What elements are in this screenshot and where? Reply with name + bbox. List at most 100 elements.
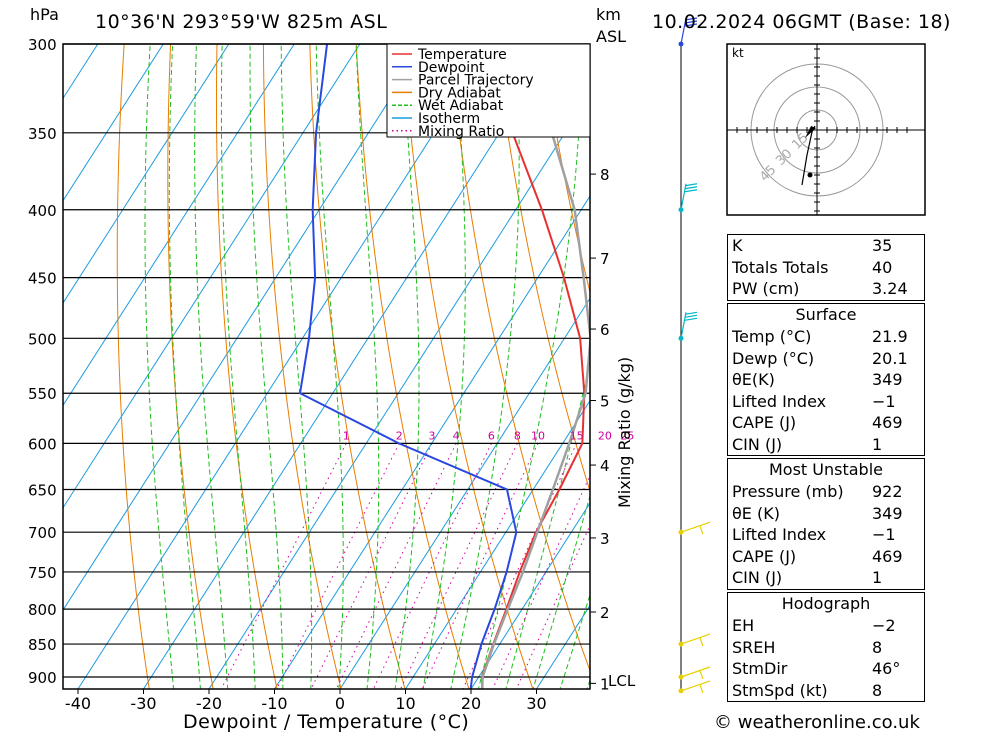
most-unstable-title: Most Unstable [769,460,883,479]
pressure-tick-label: 300 [28,36,57,54]
wind-barb [680,183,698,210]
wind-barb [680,17,698,45]
plot-frame [62,43,591,690]
mu-cape-label: CAPE (J) [732,546,797,566]
k-index-row: K 35 [728,235,924,257]
isotherm-line [142,44,557,689]
legend-entry-label: Isotherm [418,111,480,127]
most-unstable-panel: Most Unstable Pressure (mb) 922 θE (K) 349… [727,458,925,590]
mixing-ratio-label: 25 [620,429,634,442]
km-tick-label: 1 [600,675,610,693]
legend-entry-label: Wet Adiabat [418,98,504,114]
surface-theta-value: 349 [872,370,903,389]
km-tick-label: 3 [600,530,610,548]
surface-dewp-row: Dewp (°C) 20.1 [728,348,924,370]
location-title: 10°36'N 293°59'W 825m ASL [95,11,387,33]
lcl-label: LCL [608,672,636,690]
hpa-label: hPa [30,5,59,24]
wet-adiabat-line [505,361,590,689]
surface-theta-row: θE(K) 349 [728,369,924,391]
pressure-tick-label: 350 [28,125,57,143]
surface-cin-label: CIN (J) [732,434,783,454]
mu-pressure-value: 922 [872,482,903,501]
datetime-title: 10.02.2024 06GMT (Base: 18) [652,11,951,33]
storm-motion-marker [805,126,816,138]
pressure-tick-label: 850 [28,636,57,654]
profile-series [298,44,590,689]
stmspd-row: StmSpd (kt) 8 [728,680,924,702]
wet-adiabat-line [450,44,520,689]
wind-barb [680,666,711,680]
wet-adiabat-line [220,44,256,689]
mixing-ratio-label: 1 [343,429,350,442]
sreh-row: SREH 8 [728,637,924,659]
k-label: K [732,236,743,255]
eh-row: EH −2 [728,615,924,637]
isotherm-line [273,195,590,689]
pw-label: PW (cm) [732,279,800,298]
mixing-ratio-line [492,474,590,689]
mu-theta-value: 349 [872,503,903,523]
mixing-ratio-labels: 1 2 3 4 6 8 10 15 20 25 [343,429,635,442]
wet-adiabat-line [394,44,420,689]
legend-entry-label: Temperature [417,47,507,63]
surface-temp-row: Temp (°C) 21.9 [728,326,924,348]
hodograph-title: Hodograph [781,594,871,613]
isotherm-line [77,44,492,689]
mu-theta-row: θE (K) 349 [728,503,924,525]
pressure-tick-label: 800 [28,601,57,619]
surface-cape-row: CAPE (J) 469 [728,412,924,434]
sreh-label: SREH [732,637,776,657]
mu-cin-value: 1 [872,568,883,587]
wind-barb [680,311,698,339]
stmspd-value: 8 [872,680,883,700]
pressure-tick-label: 550 [28,385,57,403]
temperature-tick-label: -10 [261,694,287,713]
dry-adiabat-line [215,44,278,689]
pw-row: PW (cm) 3.24 [728,278,924,300]
surface-cin-value: 1 [872,434,883,454]
legend-entry-label: Mixing Ratio [418,124,504,140]
mixing-ratio-label: 6 [488,429,495,442]
surface-cape-label: CAPE (J) [732,413,797,432]
temperature-tick-label: -40 [65,694,91,713]
k-value: 35 [872,236,893,255]
mu-cin-row: CIN (J) 1 [728,567,924,589]
totals-value: 40 [872,257,893,277]
isotherm-line [63,44,426,612]
copyright: © weatheronline.co.uk [714,712,920,733]
wind-barb [680,521,711,535]
pressure-tick-label: 400 [28,202,57,220]
mixing-ratio-label: 2 [396,429,403,442]
mu-li-row: Lifted Index −1 [728,524,924,546]
indices-panel: K 35 Totals Totals 40 PW (cm) 3.24 [727,234,925,301]
mu-cin-label: CIN (J) [732,568,783,587]
temperature-tick-label: -20 [196,694,222,713]
temperature-line [480,44,586,689]
mixing-ratio-line [372,443,492,689]
km-tick-label: 4 [600,457,610,475]
eh-label: EH [732,616,755,635]
temperature-tick-label: 30 [526,694,546,713]
pressure-tick-label: 650 [28,481,57,499]
mu-li-label: Lifted Index [732,525,827,544]
wet-adiabat-line [194,44,229,689]
wet-adiabat-line [280,44,313,689]
isotherm-line [208,92,590,689]
pressure-tick-label: 500 [28,330,57,348]
pw-value: 3.24 [872,279,908,298]
stmdir-row: StmDir 46° [728,658,924,680]
mixing-ratio-line [310,443,433,689]
wet-adiabat-line [559,593,590,689]
temperature-tick-label: 0 [335,694,345,713]
mu-theta-label: θE (K) [732,503,780,523]
mixing-ratio-label: 4 [453,429,460,442]
pressure-tick-label: 900 [28,669,57,687]
surface-cin-row: CIN (J) 1 [728,434,924,456]
km-tick-label: 2 [600,604,610,622]
wet-adiabat-line [249,44,284,689]
